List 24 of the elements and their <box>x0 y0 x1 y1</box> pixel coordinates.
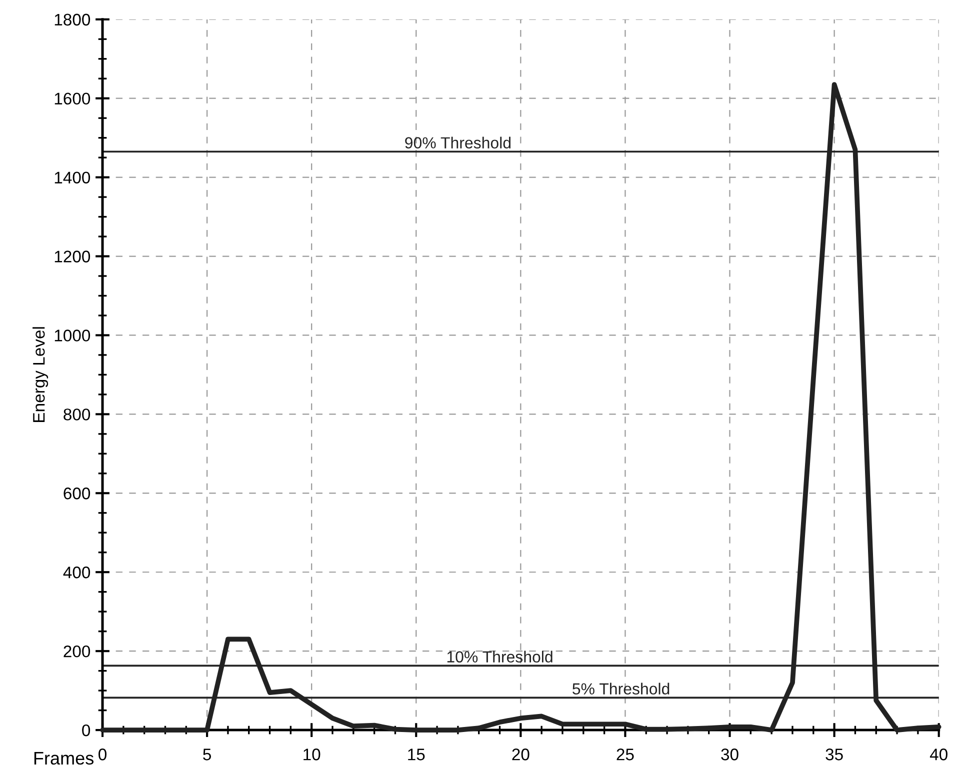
y-tick-label: 0 <box>82 724 90 736</box>
ref-line-label: 10% Threshold <box>447 650 552 663</box>
x-tick-label: 10 <box>304 748 320 760</box>
x-tick-label: 35 <box>826 748 843 760</box>
y-tick-label: 400 <box>63 566 90 578</box>
x-axis-title: Frames <box>34 752 94 765</box>
y-tick-label: 1400 <box>54 172 90 184</box>
x-tick-label: 20 <box>512 748 530 760</box>
x-tick-label: 15 <box>408 748 425 760</box>
y-tick-label: 1800 <box>54 14 90 26</box>
y-axis-title: Energy Level <box>32 327 48 422</box>
y-tick-label: 1200 <box>54 250 90 262</box>
y-tick-label: 800 <box>64 408 90 420</box>
x-tick-label: 40 <box>930 748 948 760</box>
x-tick-label: 0 <box>98 748 106 760</box>
y-tick-label: 200 <box>64 645 90 658</box>
ref-line-label: 90% Threshold <box>405 136 510 148</box>
x-tick-label: 5 <box>203 748 211 760</box>
ref-line-label: 5% Threshold <box>572 682 670 695</box>
x-tick-label: 30 <box>721 748 738 760</box>
y-tick-label: 1600 <box>54 92 90 105</box>
x-tick-label: 25 <box>616 748 634 760</box>
y-tick-label: 600 <box>64 488 90 500</box>
y-tick-label: 1000 <box>54 330 90 342</box>
